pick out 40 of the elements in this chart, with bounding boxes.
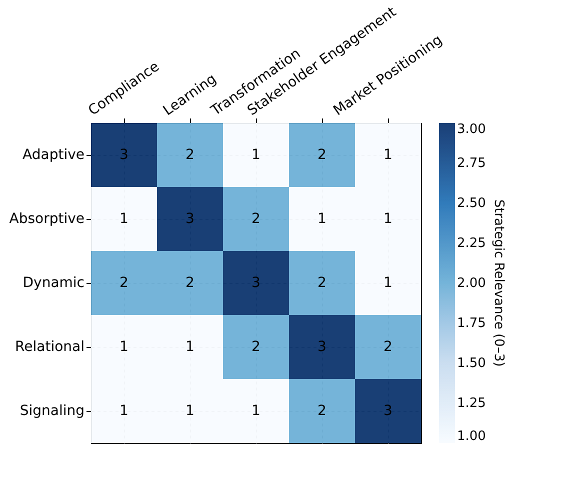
data-label: 2 (186, 275, 194, 291)
data-label: 1 (384, 211, 392, 227)
data-label: 1 (120, 339, 128, 355)
color-bar-label: 2.50 (457, 196, 486, 211)
data-label: 2 (186, 147, 194, 163)
data-label: 3 (384, 403, 392, 419)
data-label: 1 (384, 147, 392, 163)
data-label: 1 (186, 339, 194, 355)
data-label: 1 (318, 211, 326, 227)
data-label: 3 (186, 211, 194, 227)
data-label: 2 (252, 211, 260, 227)
y-tick-label: Signaling (20, 403, 84, 419)
data-label: 3 (252, 275, 260, 291)
data-label: 1 (252, 403, 260, 419)
color-bar-label: 1.50 (457, 356, 486, 371)
y-tick-label: Adaptive (22, 147, 84, 163)
data-label: 2 (318, 403, 326, 419)
data-label: 1 (120, 211, 128, 227)
data-label: 1 (186, 403, 194, 419)
color-bar-label: 3.00 (457, 122, 486, 137)
color-bar-label: 1.75 (457, 316, 486, 331)
color-bar-label: 2.75 (457, 156, 486, 171)
y-tick-label: Relational (15, 339, 84, 355)
data-label: 1 (252, 147, 260, 163)
data-label: 2 (384, 339, 392, 355)
y-tick-label: Absorptive (9, 211, 84, 227)
data-label: 3 (120, 147, 128, 163)
data-label: 1 (384, 275, 392, 291)
color-bar-label: 2.25 (457, 236, 486, 251)
data-label: 2 (318, 275, 326, 291)
color-bar-label: 2.00 (457, 276, 486, 291)
data-label: 2 (120, 275, 128, 291)
data-label: 1 (120, 403, 128, 419)
color-bar-title: Strategic Relevance (0–3) (491, 199, 506, 367)
data-label: 2 (318, 147, 326, 163)
data-label: 3 (318, 339, 326, 355)
color-bar-label: 1.00 (457, 429, 486, 444)
y-tick-label: Dynamic (22, 275, 84, 291)
data-label: 2 (252, 339, 260, 355)
color-bar-label: 1.25 (457, 396, 486, 411)
